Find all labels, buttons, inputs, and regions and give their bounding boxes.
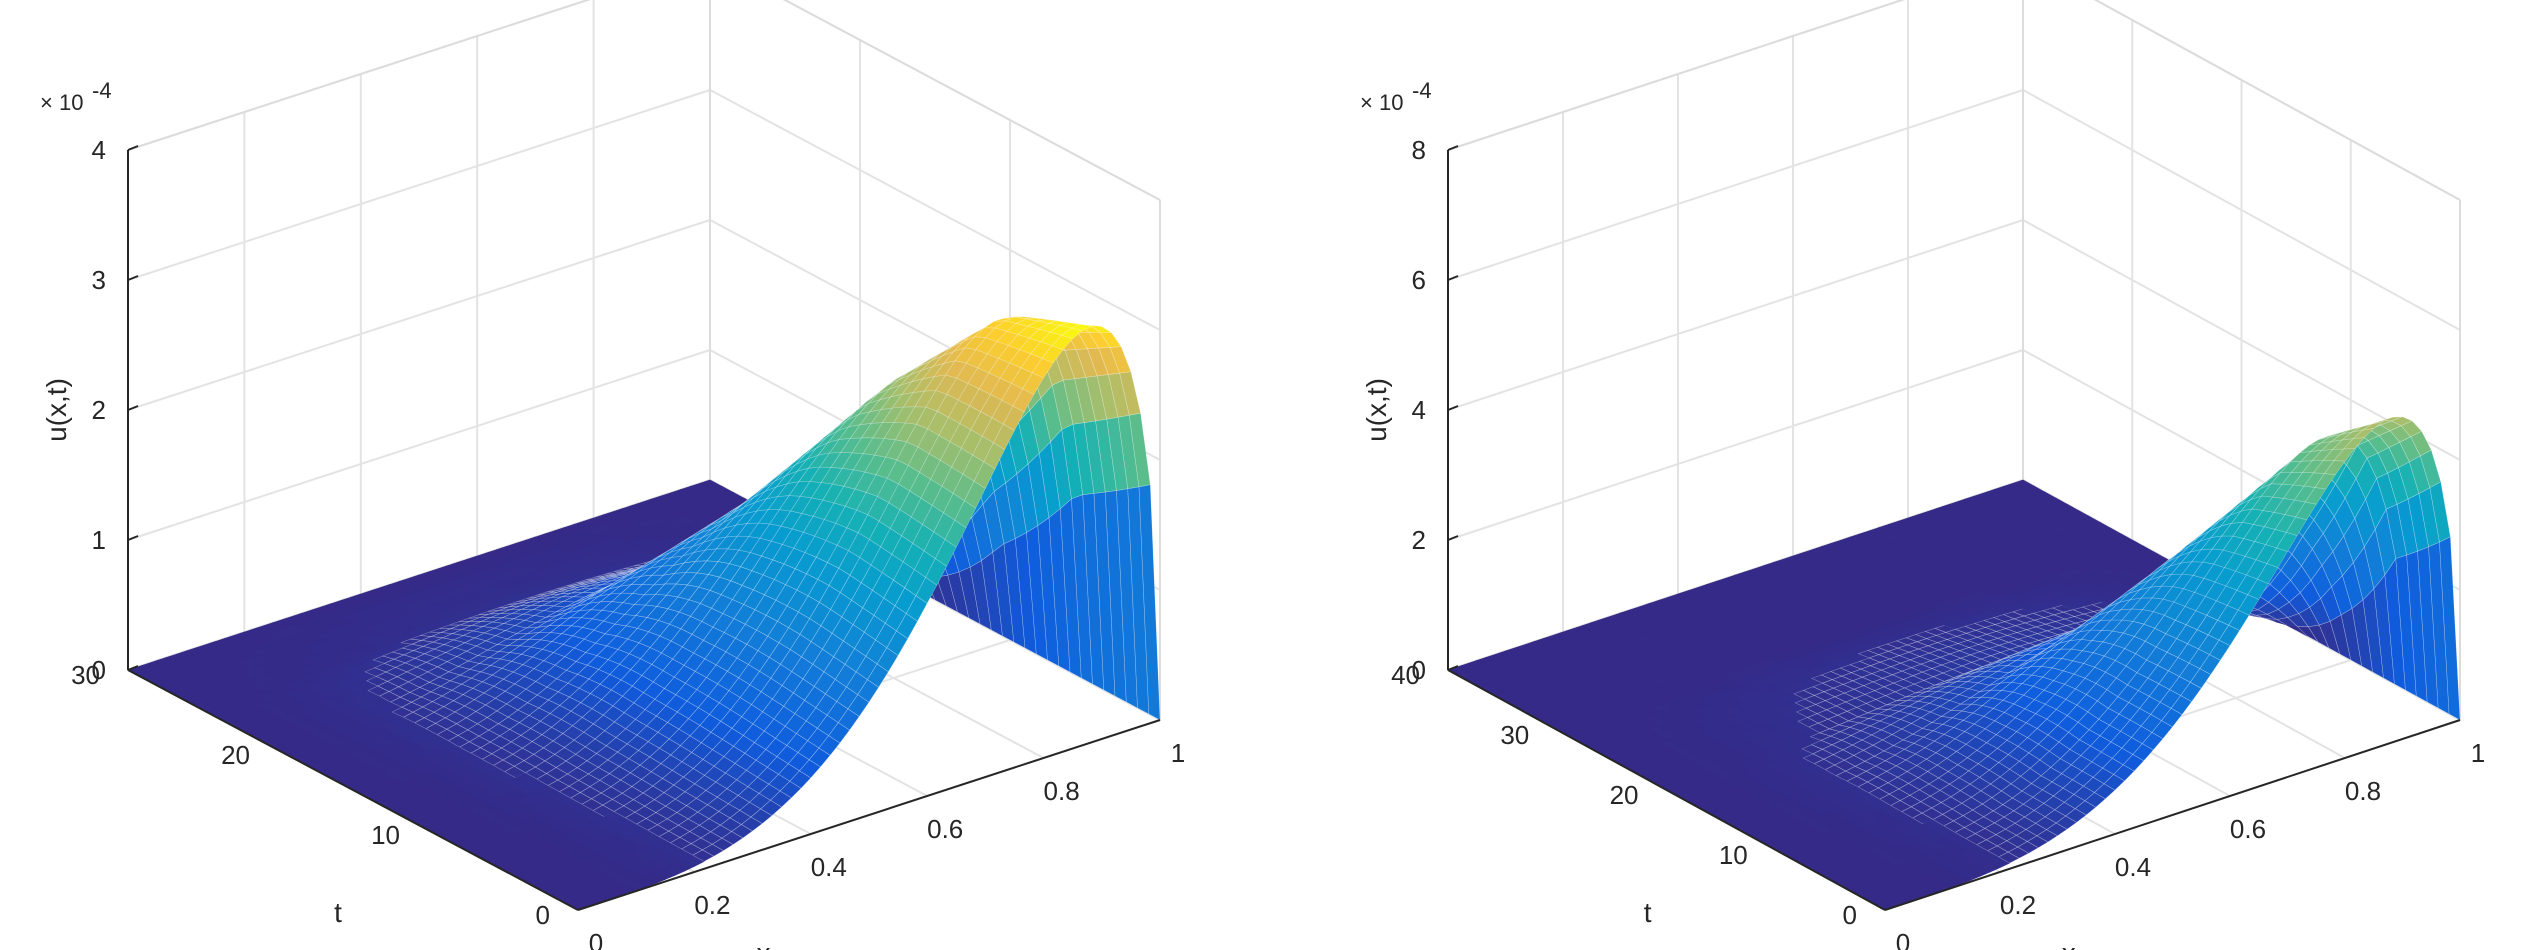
z-exponent-power: -4 (92, 78, 112, 103)
z-gridline (1447, 218, 2461, 461)
z-tick-label: 6 (1412, 265, 1426, 295)
x-tick-label: 0.8 (1044, 776, 1080, 806)
x-tick-label: 0.4 (811, 852, 847, 882)
z-gridline (1447, 88, 2461, 331)
surface-patch (947, 571, 970, 619)
t-tick-label: 10 (371, 820, 400, 850)
t-tick-label: 20 (1610, 780, 1639, 810)
z-exponent-label: × 10 (1360, 90, 1403, 115)
z-tick-label: 2 (92, 395, 106, 425)
x-tick-label: 0.8 (2345, 776, 2381, 806)
x-tick-label: 0.6 (927, 814, 963, 844)
t-axis-label: t (1644, 897, 1652, 928)
z-tick-label: 2 (1412, 525, 1426, 555)
surface-mesh (127, 316, 1161, 911)
z-tick-label: 3 (92, 265, 106, 295)
z-tick-label: 4 (92, 135, 106, 165)
t-tick-label: 0 (536, 900, 550, 930)
t-tick-label: 40 (1391, 660, 1420, 690)
t-tick-label: 0 (1843, 900, 1857, 930)
t-tick-label: 20 (221, 740, 250, 770)
z-axis-label: u(x,t) (1361, 378, 1392, 442)
x-tick-label: 1 (1171, 738, 1185, 768)
box-edge (1447, 0, 1906, 151)
z-tick-label: 8 (1412, 135, 1426, 165)
x-tick-label: 0.2 (2000, 890, 2036, 920)
box-edge (782, 0, 1161, 201)
x-axis-label: x (757, 938, 771, 950)
t-axis-label: t (334, 897, 342, 928)
z-axis-label: u(x,t) (41, 378, 72, 442)
t-tick-label: 30 (71, 660, 100, 690)
x-tick-label: 0.2 (694, 890, 730, 920)
x-tick-label: 0 (1896, 928, 1910, 950)
z-exponent-label: × 10 (40, 90, 83, 115)
x-tick-label: 1 (2471, 738, 2485, 768)
t-tick-label: 10 (1719, 840, 1748, 870)
box-edge (127, 0, 591, 151)
t-tick-label: 30 (1500, 720, 1529, 750)
x-axis-label: x (2062, 938, 2076, 950)
x-tick-label: 0.4 (2115, 852, 2151, 882)
x-tick-label: 0 (589, 928, 603, 950)
x-tick-label: 0.6 (2230, 814, 2266, 844)
z-tick-label: 4 (1412, 395, 1426, 425)
z-exponent-power: -4 (1412, 78, 1432, 103)
z-tick-label: 1 (92, 525, 106, 555)
z-gridline (127, 88, 1161, 331)
